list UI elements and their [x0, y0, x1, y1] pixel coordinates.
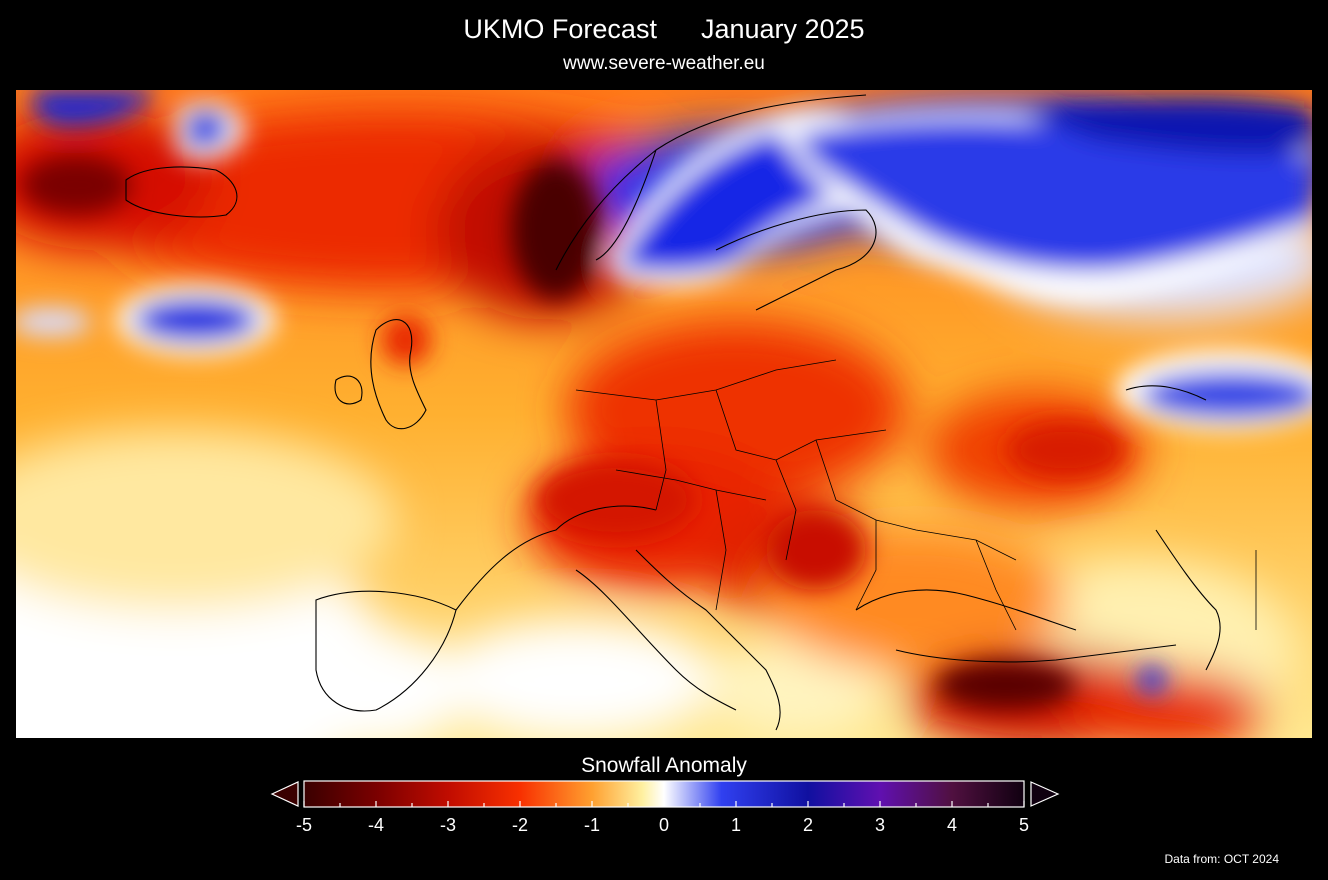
colorbar-tick-label: -5 — [295, 815, 312, 835]
colorbar-tick-label: -4 — [367, 815, 384, 835]
colorbar-max-arrow — [1030, 781, 1060, 807]
map-subtitle: www.severe-weather.eu — [563, 53, 765, 74]
colorbar-tick-label: 4 — [946, 815, 957, 835]
coastlines — [125, 94, 1221, 731]
anomaly-field-detail — [16, 90, 1312, 710]
colorbar-tick-label: 2 — [802, 815, 813, 835]
colorbar-tick-label: 5 — [1018, 815, 1029, 835]
colorbar-tick-label: -3 — [439, 815, 456, 835]
colorbar-tick-label: 0 — [658, 815, 669, 835]
colorbar-tick-label: -2 — [511, 815, 528, 835]
legend-title: Snowfall Anomaly — [581, 754, 747, 777]
colorbar-tick-label: 1 — [730, 815, 741, 835]
colorbar-min-arrow — [270, 781, 299, 807]
title-month: January 2025 — [700, 14, 865, 44]
colorbar-tick-label: -1 — [583, 815, 600, 835]
map-title: UKMO Forecast January 2025 — [0, 14, 1328, 45]
country-borders — [575, 359, 1257, 631]
anomaly-map — [16, 90, 1312, 738]
colorbar — [270, 780, 1060, 808]
data-source-note: Data from: OCT 2024 — [1164, 852, 1280, 866]
anomaly-field-broad — [16, 100, 1312, 738]
title-model: UKMO Forecast — [463, 14, 657, 44]
colorbar-tick-label: 3 — [874, 815, 885, 835]
